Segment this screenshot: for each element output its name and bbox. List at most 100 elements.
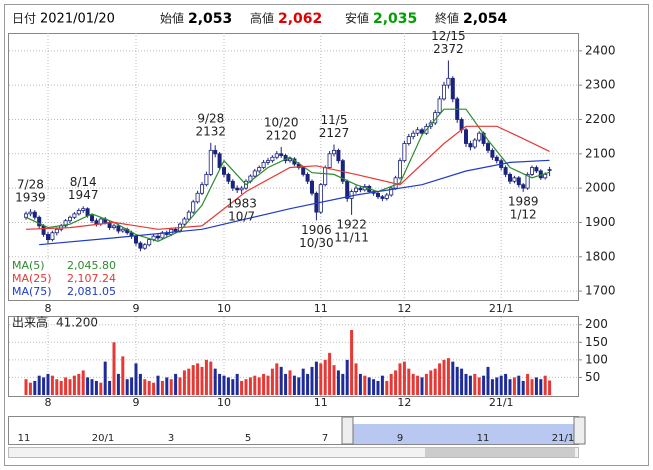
scrollbar-thumb[interactable] (425, 448, 575, 457)
volume-bar (543, 375, 547, 395)
volume-bar (526, 373, 530, 395)
navigator-handle-left[interactable] (341, 416, 354, 445)
candle-body (208, 149, 213, 175)
annotation-price: 1922 (336, 217, 367, 231)
volume-bar (248, 377, 252, 395)
volume-bar (495, 377, 499, 395)
candle-body (305, 173, 310, 182)
volume-bar (297, 377, 301, 395)
annotation-price: 1947 (68, 188, 99, 202)
candle-body (68, 216, 73, 222)
volume-bar (358, 373, 362, 395)
navigator-label: 3 (168, 433, 174, 444)
x-tick-label: 9 (133, 302, 140, 315)
header-label: 日付 (12, 12, 36, 26)
x-tick-label: 8 (45, 302, 52, 315)
volume-bar (240, 380, 244, 395)
candle-body (204, 173, 209, 186)
legend-value: 2,045.80 (67, 259, 116, 272)
volume-bar (86, 377, 90, 395)
candle-body (270, 156, 275, 162)
volume-bar (116, 373, 120, 395)
volume-bar (534, 377, 538, 395)
volume-last: 41.200 (56, 316, 98, 330)
volume-bar (24, 379, 28, 395)
volume-bar (372, 379, 376, 395)
candle-body (477, 132, 482, 141)
candle-body (415, 129, 420, 134)
volume-bar (328, 352, 332, 395)
volume-bar (380, 375, 384, 395)
volume-bar (442, 359, 446, 395)
candle-body (534, 167, 539, 172)
volume-bar (319, 363, 323, 395)
navigator-label: 7 (322, 433, 328, 444)
candle-body (358, 187, 363, 191)
ma-line (25, 125, 550, 230)
volume-panel (8, 316, 579, 397)
candle-body (133, 235, 138, 244)
candle-body (384, 194, 389, 199)
volume-bar (266, 375, 270, 395)
volume-bar (143, 379, 147, 395)
annotation-price: 2120 (266, 128, 297, 142)
volume-bar (310, 366, 314, 395)
volume-bar (178, 377, 182, 395)
candle-body (239, 187, 244, 191)
navigator-selection[interactable] (350, 424, 578, 444)
volume-bar (482, 375, 486, 395)
ma-line (39, 159, 550, 246)
candle-body (116, 225, 121, 232)
volume-bar (209, 361, 213, 395)
candle-body (213, 149, 218, 155)
candle-body (37, 216, 42, 227)
candle-body (265, 160, 270, 163)
candle-body (23, 213, 28, 218)
volume-bar (121, 356, 125, 395)
volume-bar (398, 363, 402, 395)
candle-body (490, 149, 495, 158)
navigator-handle-right[interactable] (573, 416, 586, 445)
header-label: 始値 (160, 11, 184, 26)
volume-bar (222, 375, 226, 395)
annotation-date: 11/5 (321, 113, 348, 127)
y-tick-label: 2300 (585, 78, 616, 92)
volume-bar (174, 373, 178, 395)
legend-value: 2,081.05 (67, 285, 116, 298)
volume-bar (103, 361, 107, 395)
volume-bar (275, 363, 279, 395)
volume-bar (504, 373, 508, 395)
annotation-date: 10/7 (228, 209, 255, 223)
volume-bar (512, 377, 516, 395)
volume-bar (46, 373, 50, 395)
volume-bar (59, 380, 63, 395)
scrollbar[interactable] (8, 447, 579, 458)
candle-body (419, 129, 424, 134)
volume-bar (112, 342, 116, 395)
volume-bar (94, 380, 98, 395)
volume-bar (108, 380, 112, 395)
volume-bar (270, 368, 274, 395)
x-tick-label: 12 (397, 302, 411, 315)
volume-bar (341, 373, 345, 395)
volume-bar (226, 377, 230, 395)
y-tick-label: 1700 (585, 284, 616, 298)
volume-bar (33, 380, 37, 395)
legend-name: MA(5) (12, 259, 45, 272)
candle-body (336, 149, 341, 162)
x-tick-label: 10 (217, 396, 231, 409)
volume-tick-label: 150 (585, 335, 608, 349)
volume-bar (213, 368, 217, 395)
volume-bar (182, 370, 186, 395)
candle-body (318, 184, 323, 213)
navigator-label: 20/1 (92, 433, 114, 444)
candle-body (257, 167, 262, 172)
volume-bar (262, 373, 266, 395)
volume-bar (490, 379, 494, 395)
x-tick-label: 11 (314, 302, 328, 315)
volume-bar (521, 380, 525, 395)
volume-bar (169, 379, 173, 395)
navigator-label: 11 (18, 433, 31, 444)
annotation-date: 11/11 (334, 230, 369, 244)
